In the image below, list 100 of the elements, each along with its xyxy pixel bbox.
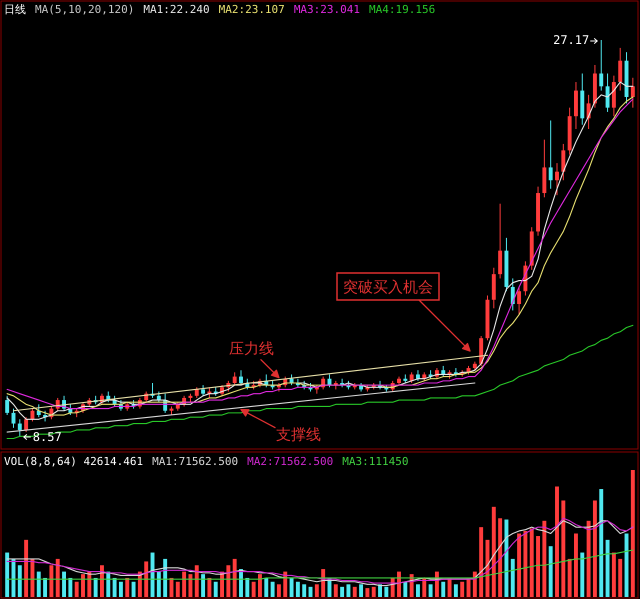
- bar: [334, 584, 338, 597]
- bar: [68, 578, 72, 597]
- bar: [163, 558, 168, 597]
- bar: [170, 578, 174, 597]
- bar: [498, 518, 502, 597]
- bar: [118, 582, 123, 597]
- bar: [561, 500, 566, 597]
- candlestick: [517, 286, 522, 316]
- text: MA4:19.156: [369, 3, 436, 16]
- bar: [384, 586, 388, 597]
- bar: [302, 584, 306, 597]
- bar: [12, 558, 16, 597]
- bar: [144, 561, 148, 597]
- bar: [612, 552, 616, 597]
- bar: [132, 582, 136, 597]
- bar: [340, 586, 344, 597]
- bar: [428, 584, 433, 597]
- bar: [62, 572, 66, 597]
- bar: [270, 582, 275, 597]
- bar: [548, 546, 553, 597]
- bar: [624, 534, 628, 597]
- bar: [416, 584, 420, 597]
- candlestick: [606, 73, 610, 112]
- bar: [252, 582, 256, 597]
- bar: [49, 565, 54, 597]
- candlestick: [498, 203, 502, 279]
- bar: [81, 574, 85, 597]
- bar: [630, 470, 635, 597]
- bar: [523, 530, 528, 597]
- candlestick: [599, 40, 604, 92]
- annotation: 突破买入机会: [343, 278, 433, 296]
- bar: [454, 584, 458, 597]
- bar: [182, 572, 186, 597]
- bar: [94, 578, 98, 597]
- bar: [5, 552, 10, 597]
- bar: [276, 584, 281, 597]
- candlestick: [328, 374, 332, 388]
- text: MA2:23.107: [218, 3, 285, 16]
- text: MA3:111450: [342, 455, 408, 468]
- candlestick: [18, 418, 22, 438]
- text: MA1:22.240: [143, 3, 210, 16]
- bar: [308, 586, 312, 597]
- annotation: 支撑线: [276, 426, 321, 444]
- bar: [176, 582, 180, 597]
- text: MA2:71562.500: [247, 455, 334, 468]
- bar: [245, 578, 250, 597]
- candlestick: [24, 416, 28, 433]
- bar: [314, 584, 319, 597]
- bar: [460, 582, 464, 597]
- bar: [574, 534, 578, 597]
- candlestick: [30, 408, 34, 422]
- bar: [486, 540, 490, 597]
- bar: [479, 527, 484, 597]
- candlestick: [201, 384, 206, 396]
- bar: [542, 520, 546, 597]
- bar: [517, 534, 522, 597]
- candlestick: [12, 408, 16, 428]
- candlestick: [630, 77, 635, 108]
- bar: [258, 574, 262, 597]
- bar: [536, 536, 540, 597]
- bar: [359, 584, 364, 597]
- bar: [504, 520, 508, 597]
- bar: [378, 584, 382, 597]
- bar: [606, 540, 610, 597]
- bar: [586, 520, 591, 597]
- text: MA1:71562.500: [152, 455, 238, 468]
- candlestick: [232, 372, 237, 386]
- bar: [618, 558, 622, 597]
- candlestick: [555, 162, 559, 196]
- annotation: 27.17: [553, 33, 590, 47]
- bar: [43, 578, 48, 597]
- bar: [365, 588, 370, 597]
- bar: [346, 584, 350, 597]
- bar: [568, 558, 572, 597]
- bar: [290, 578, 294, 597]
- bar: [296, 582, 300, 597]
- bar: [74, 582, 79, 597]
- candlestick: [561, 143, 566, 181]
- chart-title: VOL(8,8,64) 42614.461: [4, 455, 144, 468]
- bar: [188, 574, 192, 597]
- text: MA3:23.041: [294, 3, 360, 16]
- bar: [18, 565, 22, 597]
- chart-title: 日线: [4, 3, 26, 16]
- bar: [403, 582, 408, 597]
- bar: [24, 540, 28, 597]
- candlestick: [410, 372, 414, 384]
- bar: [232, 558, 237, 597]
- bar: [592, 500, 597, 597]
- bar: [226, 565, 230, 597]
- bar: [201, 574, 206, 597]
- legend-title: MA(5,10,20,120): [35, 3, 134, 16]
- bar: [555, 486, 559, 597]
- candlestick: [618, 47, 622, 92]
- annotation: 压力线: [228, 340, 274, 358]
- bar: [112, 578, 117, 597]
- bar: [492, 506, 496, 597]
- annotation: 8.57: [32, 430, 62, 444]
- candlestick: [5, 395, 10, 416]
- candlestick: [239, 370, 243, 386]
- candlestick: [548, 120, 553, 190]
